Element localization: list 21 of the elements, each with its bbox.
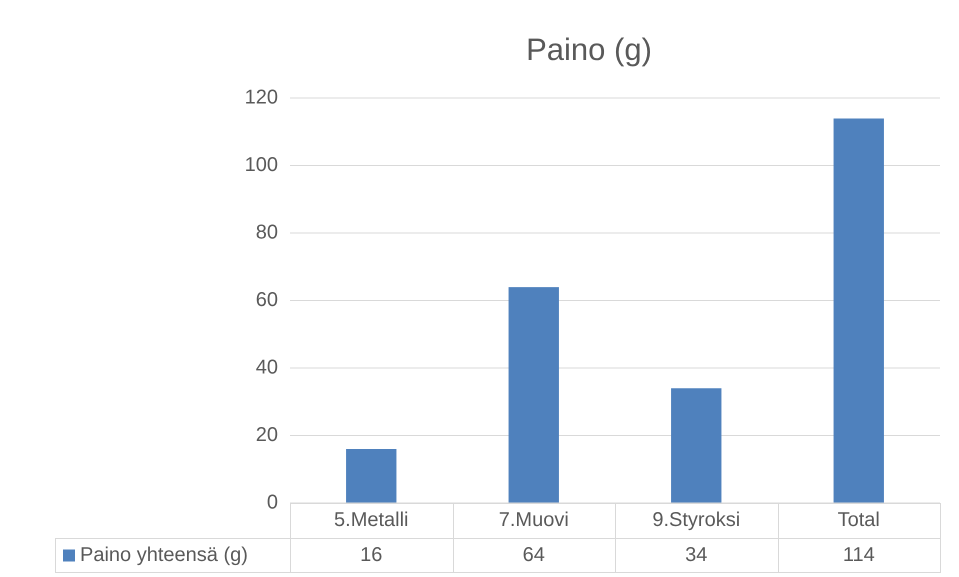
- data-label: 114: [842, 544, 875, 566]
- x-tick-label: Total: [838, 509, 880, 532]
- data-label: 16: [360, 544, 382, 566]
- y-tick-label: 40: [256, 356, 278, 379]
- bar: [508, 287, 559, 502]
- chart-title: Paino (g): [526, 32, 652, 68]
- bar: [834, 118, 884, 502]
- bar: [346, 449, 396, 502]
- data-label: 64: [522, 544, 545, 566]
- y-tick-label: 120: [244, 86, 278, 109]
- x-tick-label: 9.Styroksi: [652, 509, 740, 532]
- legend-label: Paino yhteensä (g): [80, 544, 248, 566]
- x-tick-label: 7.Muovi: [498, 509, 569, 532]
- y-tick-label: 20: [256, 424, 278, 446]
- y-tick-label: 0: [266, 492, 278, 514]
- y-tick-label: 60: [256, 289, 278, 312]
- bar: [671, 388, 722, 502]
- y-tick-label: 100: [244, 154, 278, 176]
- x-tick-label: 5.Metalli: [334, 509, 408, 532]
- y-tick-label: 80: [256, 222, 278, 244]
- data-label: 34: [685, 544, 708, 566]
